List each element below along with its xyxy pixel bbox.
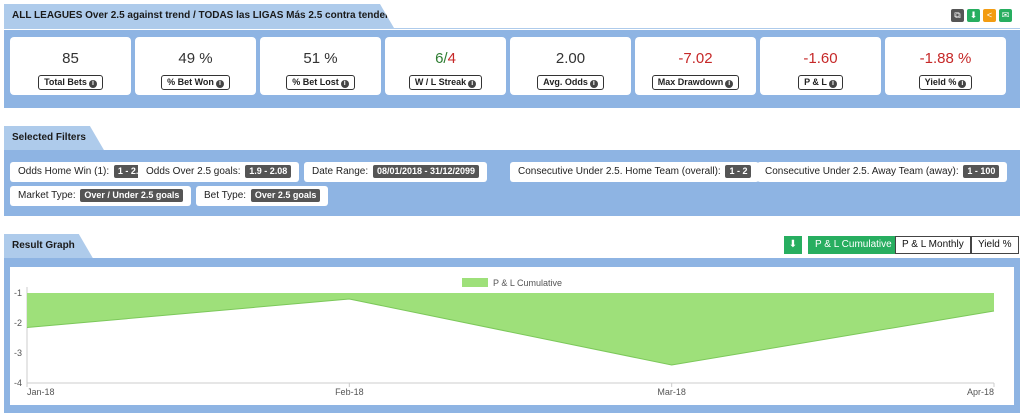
- graph-download-button[interactable]: ⬇: [784, 236, 802, 254]
- stat-label[interactable]: Yield % i: [918, 75, 973, 90]
- stat-wl-streak: 6/4 W / L Streak i: [385, 37, 506, 95]
- y-tick-label: -3: [14, 348, 22, 358]
- filter-chip: Market Type: Over / Under 2.5 goals: [10, 186, 192, 206]
- info-icon[interactable]: i: [589, 80, 598, 88]
- x-tick-label: Jan-18: [27, 387, 55, 397]
- mail-icon[interactable]: ✉: [999, 9, 1012, 22]
- filter-chip: Consecutive Under 2.5. Away Team (away):…: [757, 162, 1008, 182]
- stat-value: 49 %: [178, 50, 213, 67]
- series-line: [26, 298, 995, 366]
- y-tick-label: -1: [14, 288, 22, 298]
- x-tick-label: Apr-18: [967, 387, 994, 397]
- stat-bet-won: 49 % % Bet Won i: [135, 37, 256, 95]
- info-icon[interactable]: i: [215, 80, 224, 88]
- tab-pnl-monthly[interactable]: P & L Monthly: [895, 236, 971, 254]
- filters-tab: Selected Filters: [4, 126, 104, 150]
- copy-icon[interactable]: ⧉: [951, 9, 964, 22]
- filters-panel: Odds Home Win (1): 1 - 2.4 Odds Over 2.5…: [4, 150, 1020, 216]
- info-icon[interactable]: i: [468, 80, 477, 88]
- y-tick-label: -2: [14, 318, 22, 328]
- tab-pnl-cumulative[interactable]: P & L Cumulative: [808, 236, 899, 254]
- graph-title: Result Graph: [4, 234, 93, 258]
- stat-label[interactable]: Avg. Odds i: [537, 75, 604, 90]
- header-divider: [4, 28, 1020, 29]
- x-tick-label: Mar-18: [657, 387, 686, 397]
- header-tab: ALL LEAGUES Over 2.5 against trend / TOD…: [4, 4, 394, 28]
- info-icon[interactable]: i: [340, 80, 349, 88]
- chart-container: -1 -2 -3 -4 Jan-18 Feb-18 Mar-18 Apr-18 P & L Cu…: [10, 267, 1014, 405]
- stat-value: 6/4: [435, 50, 456, 67]
- series-area: [27, 293, 994, 365]
- stat-bet-lost: 51 % % Bet Lost i: [260, 37, 381, 95]
- stat-value: 2.00: [555, 50, 586, 67]
- stat-value: 51 %: [303, 50, 338, 67]
- stat-value: 85: [62, 50, 79, 67]
- info-icon[interactable]: i: [725, 80, 734, 88]
- stat-label[interactable]: W / L Streak i: [408, 75, 483, 90]
- stat-total-bets: 85 Total Bets i: [10, 37, 131, 95]
- stat-avg-odds: 2.00 Avg. Odds i: [510, 37, 631, 95]
- filter-chip: Consecutive Under 2.5. Home Team (overal…: [510, 162, 760, 182]
- stat-max-drawdown: -7.02 Max Drawdown i: [635, 37, 756, 95]
- tab-yield[interactable]: Yield %: [971, 236, 1019, 254]
- info-icon[interactable]: i: [958, 80, 967, 88]
- graph-tab: Result Graph: [4, 234, 94, 258]
- download-icon[interactable]: ⬇: [967, 9, 980, 22]
- legend-swatch: [462, 278, 488, 287]
- stat-label[interactable]: % Bet Won i: [161, 75, 230, 90]
- pnl-chart: -1 -2 -3 -4 Jan-18 Feb-18 Mar-18 Apr-18 P & L Cu…: [14, 278, 995, 397]
- stat-value: -7.02: [678, 50, 713, 67]
- stat-yield: -1.88 % Yield % i: [885, 37, 1006, 95]
- page-title: ALL LEAGUES Over 2.5 against trend / TOD…: [4, 4, 394, 28]
- info-icon[interactable]: i: [828, 80, 837, 88]
- stat-label[interactable]: Max Drawdown i: [651, 75, 740, 90]
- info-icon[interactable]: i: [88, 80, 97, 88]
- filter-chip: Date Range: 08/01/2018 - 31/12/2099: [304, 162, 488, 182]
- stat-label[interactable]: % Bet Lost i: [286, 75, 355, 90]
- stat-label[interactable]: Total Bets i: [38, 75, 103, 90]
- filter-chip: Bet Type: Over 2.5 goals: [196, 186, 329, 206]
- filters-title: Selected Filters: [4, 126, 104, 150]
- stats-panel: 85 Total Bets i 49 % % Bet Won i 51 % % Be…: [4, 30, 1020, 108]
- stat-value: -1.60: [803, 50, 838, 67]
- filter-chip: Odds Home Win (1): 1 - 2.4: [10, 162, 156, 182]
- y-tick-label: -4: [14, 378, 22, 388]
- stat-value: -1.88 %: [919, 50, 972, 67]
- legend-label: P & L Cumulative: [493, 278, 562, 288]
- filter-chip: Odds Over 2.5 goals: 1.9 - 2.08: [138, 162, 300, 182]
- x-tick-label: Feb-18: [335, 387, 364, 397]
- share-icon[interactable]: <: [983, 9, 996, 22]
